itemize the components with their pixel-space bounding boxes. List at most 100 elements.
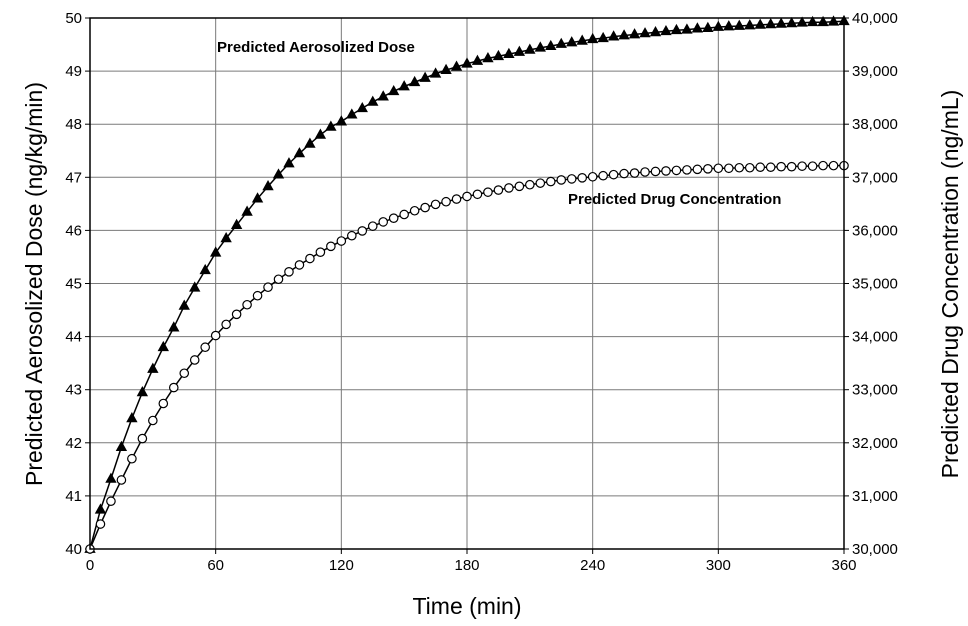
y-left-tick-label: 46: [65, 222, 82, 239]
triangle-marker: [408, 75, 421, 87]
y-left-tick-label: 49: [65, 63, 82, 80]
circle-marker: [148, 415, 158, 426]
triangle-marker: [691, 22, 704, 33]
y-right-tick-label: 37,000: [852, 169, 898, 186]
triangle-marker: [209, 246, 222, 257]
circle-marker: [284, 267, 294, 277]
y-left-tick-label: 41: [65, 488, 82, 505]
circle-marker: [252, 290, 263, 301]
circle-marker: [724, 163, 734, 174]
triangle-marker: [199, 263, 211, 275]
circle-marker: [420, 202, 430, 213]
y-left-tick-label: 50: [65, 10, 82, 27]
triangle-marker: [681, 23, 693, 34]
circle-marker: [116, 475, 127, 485]
circle-marker: [399, 209, 409, 220]
triangle-marker: [597, 31, 609, 43]
y-left-tick-label: 44: [65, 329, 82, 346]
triangle-marker: [775, 17, 787, 28]
x-tick-label: 180: [454, 557, 479, 574]
circle-marker: [755, 162, 766, 173]
triangle-marker: [545, 39, 557, 51]
triangle-marker: [586, 32, 599, 44]
circle-marker: [640, 167, 650, 177]
circle-marker: [336, 236, 347, 246]
triangle-marker: [367, 95, 379, 106]
circle-marker: [472, 189, 483, 200]
triangle-marker: [115, 440, 128, 451]
circle-marker: [598, 170, 608, 181]
circle-marker: [158, 398, 169, 409]
circle-marker: [357, 226, 368, 236]
circle-marker: [273, 274, 284, 285]
triangle-marker: [304, 137, 316, 148]
circle-marker: [210, 330, 221, 341]
circle-marker: [525, 179, 535, 190]
circle-marker: [388, 213, 399, 223]
circle-marker: [682, 165, 692, 175]
circle-marker: [441, 196, 451, 207]
circle-marker: [315, 247, 326, 257]
triangle-marker: [660, 24, 672, 36]
circle-marker: [462, 191, 472, 202]
circle-marker: [535, 178, 546, 188]
circle-marker: [807, 161, 818, 171]
circle-marker: [776, 161, 786, 172]
circle-marker: [734, 162, 745, 173]
series-layer: [84, 14, 850, 554]
triangle-marker: [388, 84, 400, 96]
triangle-marker: [440, 63, 452, 74]
circle-marker: [619, 168, 629, 179]
triangle-marker: [639, 27, 651, 38]
circle-marker: [347, 230, 357, 241]
triangle-marker: [272, 168, 285, 179]
circle-marker: [703, 164, 713, 174]
triangle-marker: [670, 23, 683, 35]
y-left-tick-label: 43: [65, 382, 82, 399]
triangle-marker: [189, 281, 201, 292]
circle-marker: [566, 174, 577, 184]
y-left-tick-label: 40: [65, 541, 82, 558]
series-aerosolized-dose: [84, 14, 850, 553]
triangle-marker: [817, 15, 829, 27]
annotation-aerosolized-dose: Predicted Aerosolized Dose: [217, 39, 415, 56]
triangle-marker: [419, 71, 431, 82]
circle-marker: [692, 164, 703, 175]
circle-marker: [221, 319, 231, 330]
circle-marker: [127, 453, 137, 464]
triangle-marker: [136, 386, 149, 397]
circle-marker: [629, 168, 640, 178]
triangle-marker: [335, 115, 348, 126]
triangle-marker: [450, 60, 463, 71]
triangle-marker: [712, 20, 725, 31]
x-tick-label: 120: [329, 557, 354, 574]
circle-marker: [797, 161, 807, 171]
series-drug-concentration: [85, 160, 849, 554]
triangle-marker: [283, 157, 295, 168]
triangle-marker: [157, 340, 169, 352]
circle-marker: [650, 166, 661, 177]
circle-marker: [189, 355, 200, 365]
triangle-marker: [503, 47, 515, 59]
triangle-marker: [492, 49, 505, 61]
circle-marker: [294, 260, 305, 270]
circle-marker: [451, 194, 462, 204]
annotation-drug-concentration: Predicted Drug Concentration: [568, 191, 781, 208]
triangle-marker: [398, 80, 410, 91]
triangle-marker: [806, 15, 819, 27]
triangle-marker: [293, 147, 306, 158]
triangle-marker: [513, 45, 526, 56]
circle-marker: [263, 282, 273, 293]
triangle-marker: [471, 54, 484, 65]
circle-marker: [483, 187, 493, 197]
circle-marker: [661, 166, 671, 176]
triangle-marker: [555, 37, 567, 48]
triangle-marker: [534, 41, 546, 52]
circle-marker: [95, 519, 106, 529]
triangle-marker: [168, 321, 180, 332]
triangle-marker: [429, 67, 442, 78]
circle-marker: [504, 183, 514, 193]
triangle-marker: [126, 412, 138, 423]
plot-frame: [89, 17, 845, 550]
circle-marker: [514, 181, 525, 192]
